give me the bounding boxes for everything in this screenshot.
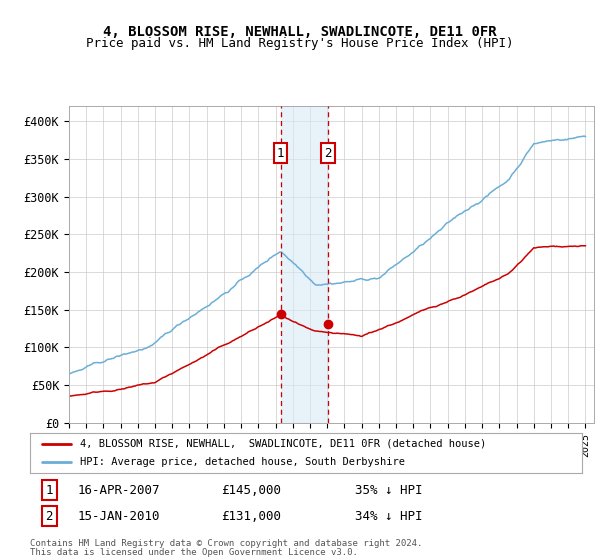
Text: HPI: Average price, detached house, South Derbyshire: HPI: Average price, detached house, Sout… <box>80 458 404 467</box>
Text: 16-APR-2007: 16-APR-2007 <box>77 483 160 497</box>
Text: 15-JAN-2010: 15-JAN-2010 <box>77 510 160 523</box>
Text: Price paid vs. HM Land Registry's House Price Index (HPI): Price paid vs. HM Land Registry's House … <box>86 37 514 50</box>
Text: 4, BLOSSOM RISE, NEWHALL,  SWADLINCOTE, DE11 0FR (detached house): 4, BLOSSOM RISE, NEWHALL, SWADLINCOTE, D… <box>80 439 486 449</box>
Text: 1: 1 <box>277 147 284 160</box>
Text: 1: 1 <box>46 483 53 497</box>
Text: This data is licensed under the Open Government Licence v3.0.: This data is licensed under the Open Gov… <box>30 548 358 557</box>
Text: 2: 2 <box>46 510 53 523</box>
Bar <box>281 106 328 423</box>
Text: £145,000: £145,000 <box>221 483 281 497</box>
Text: Contains HM Land Registry data © Crown copyright and database right 2024.: Contains HM Land Registry data © Crown c… <box>30 539 422 548</box>
Text: 2: 2 <box>324 147 332 160</box>
Text: £131,000: £131,000 <box>221 510 281 523</box>
Text: 4, BLOSSOM RISE, NEWHALL, SWADLINCOTE, DE11 0FR: 4, BLOSSOM RISE, NEWHALL, SWADLINCOTE, D… <box>103 26 497 39</box>
Text: 35% ↓ HPI: 35% ↓ HPI <box>355 483 422 497</box>
Text: 34% ↓ HPI: 34% ↓ HPI <box>355 510 422 523</box>
